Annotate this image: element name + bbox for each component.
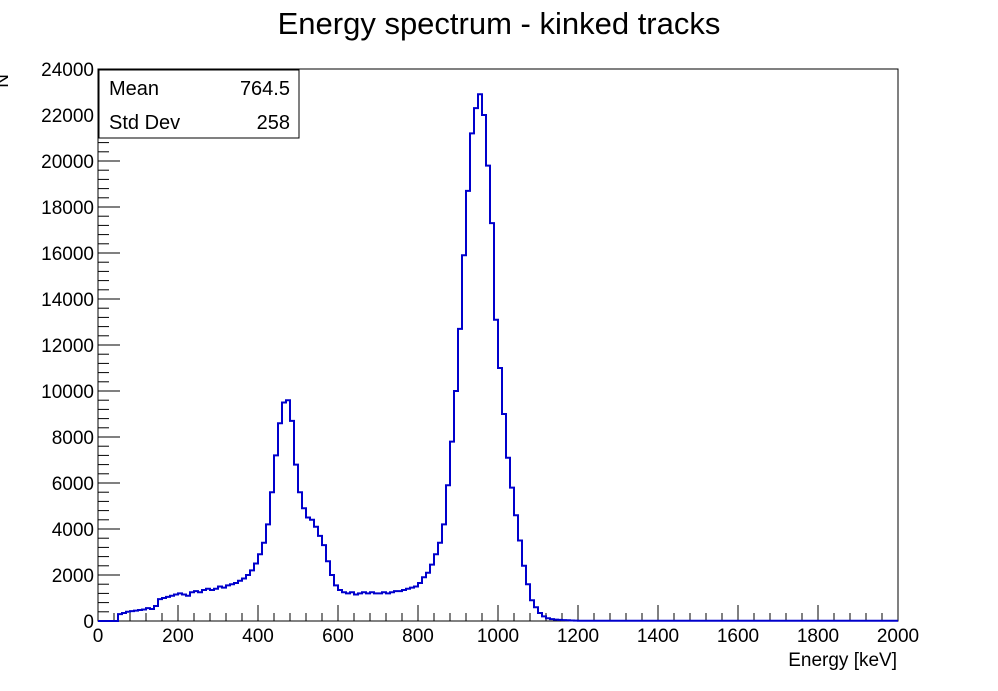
x-tick-label: 1000 [477,626,519,647]
y-tick-label: 18000 [41,198,94,219]
histogram-series-line [98,93,898,622]
chart-title: Energy spectrum - kinked tracks [278,6,721,41]
y-axis: 0 2000 4000 6000 8000 10000 12000 14000 16000 180… [41,60,120,633]
x-tick-label: 1200 [557,626,599,647]
stats-stddev-value: 258 [257,112,290,134]
stats-stddev-label: Std Dev [109,112,180,134]
x-tick-label: 0 [93,626,104,647]
y-tick-label: 22000 [41,106,94,127]
y-tick-label: 16000 [41,244,94,265]
y-tick-label: 8000 [52,428,94,449]
stats-mean-label: Mean [109,78,159,100]
y-tick-label: 2000 [52,566,94,587]
y-tick-label: 4000 [52,520,94,541]
y-tick-label: 12000 [41,336,94,357]
x-tick-label: 200 [162,626,194,647]
x-tick-label: 1600 [717,626,759,647]
y-tick-label: 24000 [41,60,94,81]
y-tick-label: 10000 [41,382,94,403]
x-axis: 0 200 400 600 800 1000 1200 1400 1600 1800 2000 [93,605,919,647]
stats-box: Mean 764.5 Std Dev 258 [98,69,300,139]
x-tick-label: 2000 [877,626,919,647]
stats-mean-value: 764.5 [240,78,290,100]
x-tick-label: 600 [322,626,354,647]
y-axis-title: N [0,74,13,88]
y-tick-label: 6000 [52,474,94,495]
x-tick-label: 800 [402,626,434,647]
x-axis-title: Energy [keV] [788,650,897,671]
y-tick-label: 14000 [41,290,94,311]
x-tick-label: 400 [242,626,274,647]
stats-box-frame [98,69,300,139]
x-tick-label: 1800 [797,626,839,647]
x-tick-label: 1400 [637,626,679,647]
y-tick-label: 0 [83,612,94,633]
y-tick-label: 20000 [41,152,94,173]
